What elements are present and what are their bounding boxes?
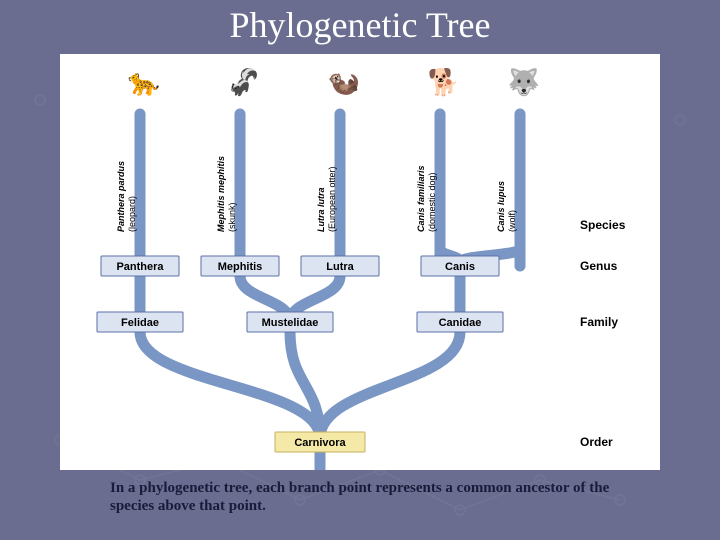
svg-text:Panthera pardus: Panthera pardus	[116, 161, 126, 232]
svg-text:Canis familiaris: Canis familiaris	[416, 165, 426, 232]
svg-text:(wolf): (wolf)	[507, 210, 517, 232]
svg-text:Felidae: Felidae	[121, 317, 159, 329]
species-illustration: 🦦	[320, 68, 368, 98]
svg-text:Panthera: Panthera	[116, 261, 164, 273]
svg-text:Order: Order	[580, 435, 613, 449]
svg-text:(European otter): (European otter)	[327, 166, 337, 232]
svg-text:Canidae: Canidae	[439, 317, 482, 329]
svg-text:Genus: Genus	[580, 259, 618, 273]
svg-text:Canis lupus: Canis lupus	[496, 181, 506, 232]
svg-text:Carnivora: Carnivora	[294, 437, 346, 449]
svg-text:Canis: Canis	[445, 261, 475, 273]
phylogenetic-tree-diagram: Panthera Mephitis Lutra Canis Felidae Musteli…	[60, 54, 660, 470]
svg-text:Lutra: Lutra	[326, 261, 354, 273]
species-illustration: 🐆	[120, 68, 168, 98]
caption-text: In a phylogenetic tree, each branch poin…	[110, 479, 610, 517]
page-title: Phylogenetic Tree	[0, 0, 720, 46]
species-illustration: 🦨	[220, 68, 268, 98]
svg-text:Family: Family	[580, 315, 618, 329]
svg-text:Species: Species	[580, 218, 626, 232]
tree-svg: Panthera Mephitis Lutra Canis Felidae Musteli…	[60, 54, 660, 470]
species-illustration: 🐺	[500, 68, 548, 98]
svg-text:(domestic dog): (domestic dog)	[427, 172, 437, 232]
svg-text:Mephitis: Mephitis	[218, 261, 263, 273]
svg-text:Mustelidae: Mustelidae	[262, 317, 319, 329]
svg-text:Mephitis mephitis: Mephitis mephitis	[216, 156, 226, 232]
svg-text:(skunk): (skunk)	[227, 202, 237, 232]
species-illustration: 🐕	[420, 68, 468, 98]
svg-text:Lutra lutra: Lutra lutra	[316, 187, 326, 232]
svg-text:(leopard): (leopard)	[127, 196, 137, 232]
